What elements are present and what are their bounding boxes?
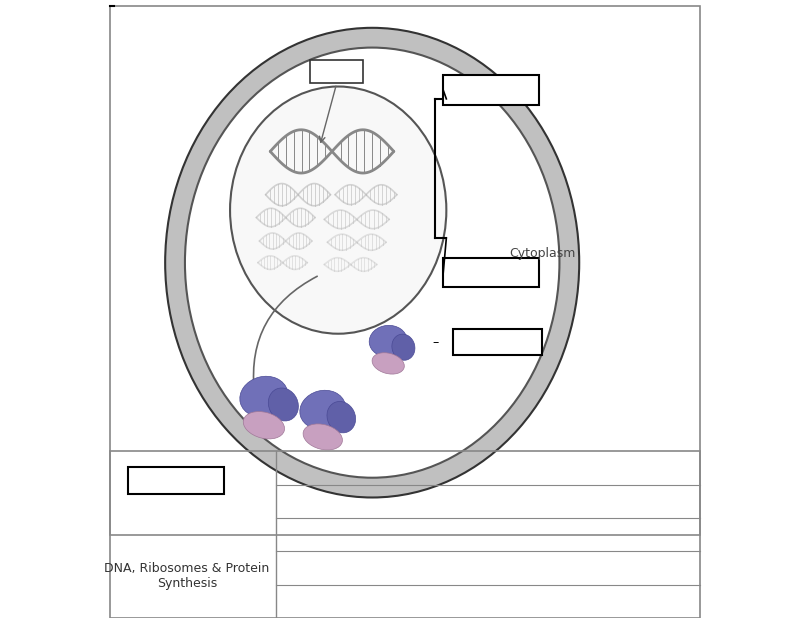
Bar (443, 75, 539, 105)
Ellipse shape (327, 402, 356, 433)
Text: Cytoplasm: Cytoplasm (509, 247, 575, 260)
Ellipse shape (243, 412, 285, 439)
Bar (453, 329, 542, 355)
Ellipse shape (300, 391, 346, 429)
Bar (110, 6, 700, 535)
Ellipse shape (230, 87, 446, 334)
Ellipse shape (370, 325, 407, 357)
Ellipse shape (372, 353, 404, 374)
Ellipse shape (165, 28, 579, 497)
Text: –: – (432, 336, 438, 349)
Bar (310, 60, 363, 83)
Text: DNA, Ribosomes & Protein
Synthesis: DNA, Ribosomes & Protein Synthesis (104, 562, 270, 590)
Ellipse shape (185, 48, 559, 478)
Bar (128, 467, 224, 494)
Bar (443, 258, 539, 287)
Ellipse shape (303, 424, 342, 450)
Ellipse shape (240, 376, 288, 417)
FancyArrowPatch shape (251, 276, 317, 391)
Ellipse shape (392, 334, 415, 360)
Ellipse shape (268, 388, 298, 421)
Bar (110, 451, 700, 618)
